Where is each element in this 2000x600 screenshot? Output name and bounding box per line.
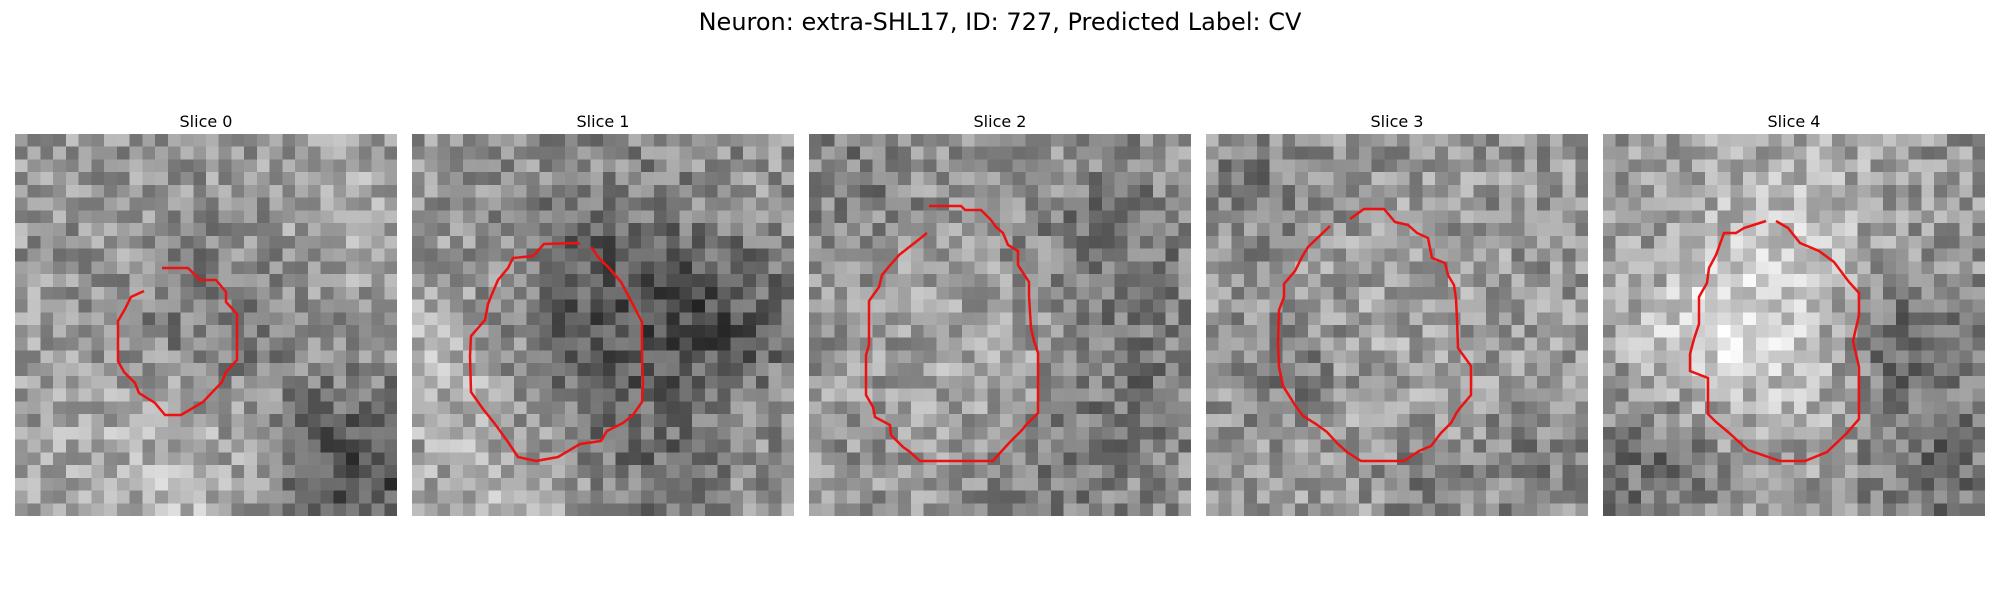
slice-panel-1: Slice 1: [412, 110, 794, 516]
segmentation-contour-2: [864, 204, 1040, 463]
segmentation-contour-1: [468, 241, 645, 463]
slice-panel-4: Slice 4: [1603, 110, 1985, 516]
slice-image-3: [1206, 134, 1588, 516]
segmentation-contour-0: [116, 266, 239, 417]
slice-panel-3: Slice 3: [1206, 110, 1588, 516]
contour-overlay-4: [1688, 219, 1861, 463]
slice-title-3: Slice 3: [1370, 112, 1424, 131]
segmentation-contour-3: [1276, 207, 1473, 463]
contour-overlay-3: [1276, 207, 1473, 463]
slice-image-4: [1603, 134, 1985, 516]
slice-title-2: Slice 2: [973, 112, 1027, 131]
contour-overlay-2: [864, 204, 1040, 463]
slice-image-2: [809, 134, 1191, 516]
slice-title-1: Slice 1: [576, 112, 630, 131]
grayscale-image-4: [1603, 134, 1985, 516]
slice-panel-0: Slice 0: [15, 110, 397, 516]
slice-title-4: Slice 4: [1767, 112, 1821, 131]
grayscale-image-1: [412, 134, 794, 516]
slice-panel-2: Slice 2: [809, 110, 1191, 516]
figure-title: Neuron: extra-SHL17, ID: 727, Predicted …: [698, 8, 1302, 36]
slice-image-0: [15, 134, 397, 516]
grayscale-image-0: [15, 134, 397, 516]
contour-overlay-0: [116, 266, 239, 417]
segmentation-contour-4: [1688, 219, 1861, 463]
slice-title-0: Slice 0: [179, 112, 233, 131]
contour-overlay-1: [468, 241, 645, 463]
grayscale-image-3: [1206, 134, 1588, 516]
slice-image-1: [412, 134, 794, 516]
